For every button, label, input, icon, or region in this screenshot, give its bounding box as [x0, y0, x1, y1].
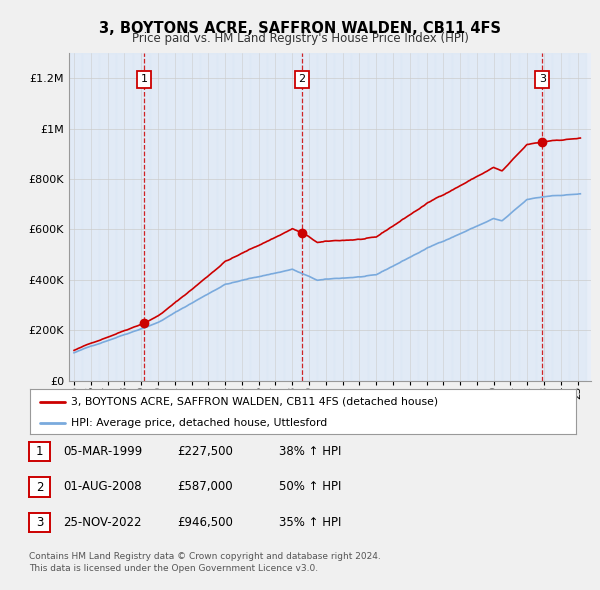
Bar [65, 53, 82, 381]
Bar [301, 53, 317, 381]
Text: £227,500: £227,500 [177, 445, 233, 458]
Bar [334, 53, 351, 381]
Bar [233, 53, 250, 381]
Bar [368, 53, 385, 381]
Bar [250, 53, 267, 381]
Text: 05-MAR-1999: 05-MAR-1999 [63, 445, 142, 458]
Bar [267, 53, 284, 381]
Text: This data is licensed under the Open Government Licence v3.0.: This data is licensed under the Open Gov… [29, 564, 318, 573]
Text: 50% ↑ HPI: 50% ↑ HPI [279, 480, 341, 493]
Text: 25-NOV-2022: 25-NOV-2022 [63, 516, 142, 529]
Bar [99, 53, 116, 381]
Text: £587,000: £587,000 [177, 480, 233, 493]
Text: 2: 2 [36, 480, 43, 494]
Text: 3, BOYTONS ACRE, SAFFRON WALDEN, CB11 4FS (detached house): 3, BOYTONS ACRE, SAFFRON WALDEN, CB11 4F… [71, 397, 438, 407]
Text: 01-AUG-2008: 01-AUG-2008 [63, 480, 142, 493]
Text: 3: 3 [539, 74, 546, 84]
Bar [536, 53, 553, 381]
Bar [385, 53, 401, 381]
Text: 38% ↑ HPI: 38% ↑ HPI [279, 445, 341, 458]
Bar [217, 53, 233, 381]
Bar [469, 53, 485, 381]
Bar [149, 53, 166, 381]
Text: 3, BOYTONS ACRE, SAFFRON WALDEN, CB11 4FS: 3, BOYTONS ACRE, SAFFRON WALDEN, CB11 4F… [99, 21, 501, 35]
Bar [519, 53, 536, 381]
Text: 2: 2 [298, 74, 305, 84]
Bar [317, 53, 334, 381]
Bar [183, 53, 200, 381]
Text: HPI: Average price, detached house, Uttlesford: HPI: Average price, detached house, Uttl… [71, 418, 327, 428]
Bar [569, 53, 586, 381]
Bar [485, 53, 502, 381]
Text: £946,500: £946,500 [177, 516, 233, 529]
Bar [166, 53, 183, 381]
Text: 1: 1 [36, 445, 43, 458]
Bar [351, 53, 368, 381]
Text: 35% ↑ HPI: 35% ↑ HPI [279, 516, 341, 529]
Text: 3: 3 [36, 516, 43, 529]
Bar [116, 53, 133, 381]
Text: 1: 1 [140, 74, 148, 84]
Bar [418, 53, 435, 381]
Bar [452, 53, 469, 381]
Bar [401, 53, 418, 381]
Bar [200, 53, 217, 381]
Text: Price paid vs. HM Land Registry's House Price Index (HPI): Price paid vs. HM Land Registry's House … [131, 32, 469, 45]
Text: Contains HM Land Registry data © Crown copyright and database right 2024.: Contains HM Land Registry data © Crown c… [29, 552, 380, 561]
Bar [553, 53, 569, 381]
Bar [502, 53, 519, 381]
Bar [284, 53, 301, 381]
Bar [82, 53, 99, 381]
Bar [435, 53, 452, 381]
Bar [133, 53, 149, 381]
